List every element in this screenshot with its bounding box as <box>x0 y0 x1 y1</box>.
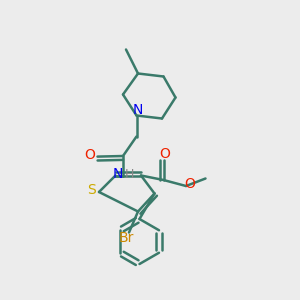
Text: O: O <box>160 147 170 161</box>
Text: Br: Br <box>119 232 134 245</box>
Text: O: O <box>184 178 195 191</box>
Text: H: H <box>125 167 134 181</box>
Text: N: N <box>133 103 143 117</box>
Text: O: O <box>85 148 95 162</box>
Text: S: S <box>87 184 96 197</box>
Text: N: N <box>112 167 123 181</box>
